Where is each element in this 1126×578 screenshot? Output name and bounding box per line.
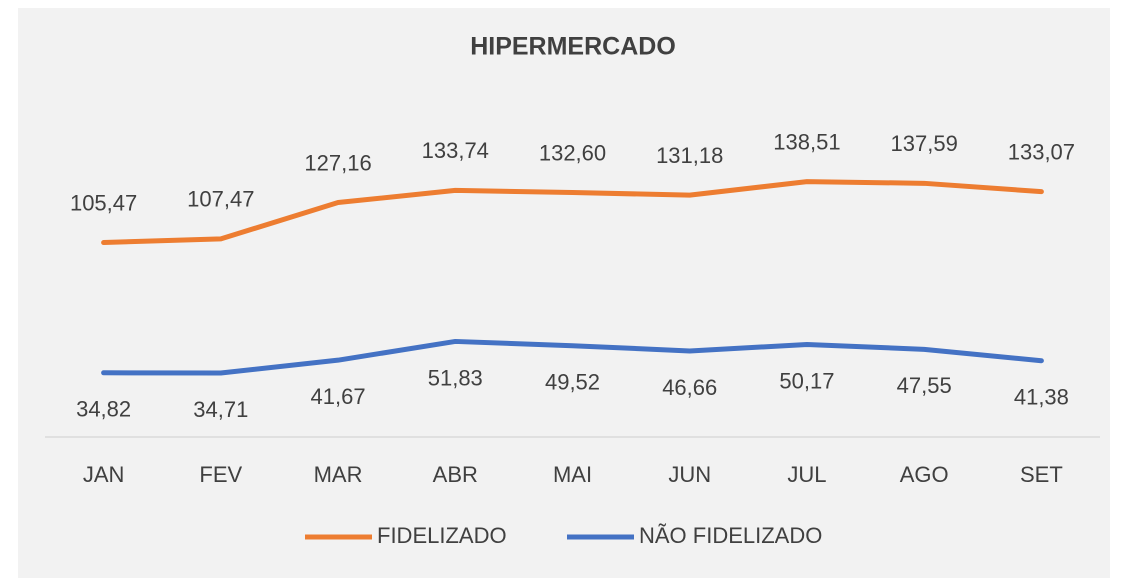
data-label: 107,47 [187,187,254,212]
series-line [101,338,1044,376]
data-label: 41,67 [311,384,366,409]
x-tick-label: SET [1020,462,1063,487]
x-tick-label: FEV [199,462,242,487]
data-label: 51,83 [428,365,483,390]
x-tick-label: JAN [83,462,125,487]
data-label: 137,59 [891,131,958,156]
data-label: 132,60 [539,140,606,165]
x-tick-label: MAR [314,462,363,487]
data-label: 138,51 [773,129,840,154]
series-line [101,179,1044,246]
data-label: 133,74 [422,138,489,163]
chart-title: HIPERMERCADO [470,33,676,61]
x-tick-label: AGO [900,462,949,487]
data-label: 46,66 [662,375,717,400]
data-label: 49,52 [545,370,600,395]
data-label: 41,38 [1014,385,1069,410]
data-label: 131,18 [656,143,723,168]
data-label: 47,55 [897,373,952,398]
chart-background [18,8,1110,578]
data-label: 133,07 [1008,139,1075,164]
data-label: 105,47 [70,190,137,215]
data-label: 34,71 [193,397,248,422]
data-label: 127,16 [304,150,371,175]
x-tick-label: ABR [433,462,478,487]
x-tick-label: JUL [787,462,826,487]
x-tick-label: MAI [553,462,592,487]
x-tick-label: JUN [668,462,711,487]
legend-label: NÃO FIDELIZADO [639,523,822,548]
legend-label: FIDELIZADO [377,523,507,548]
data-label: 50,17 [779,368,834,393]
data-label: 34,82 [76,397,131,422]
